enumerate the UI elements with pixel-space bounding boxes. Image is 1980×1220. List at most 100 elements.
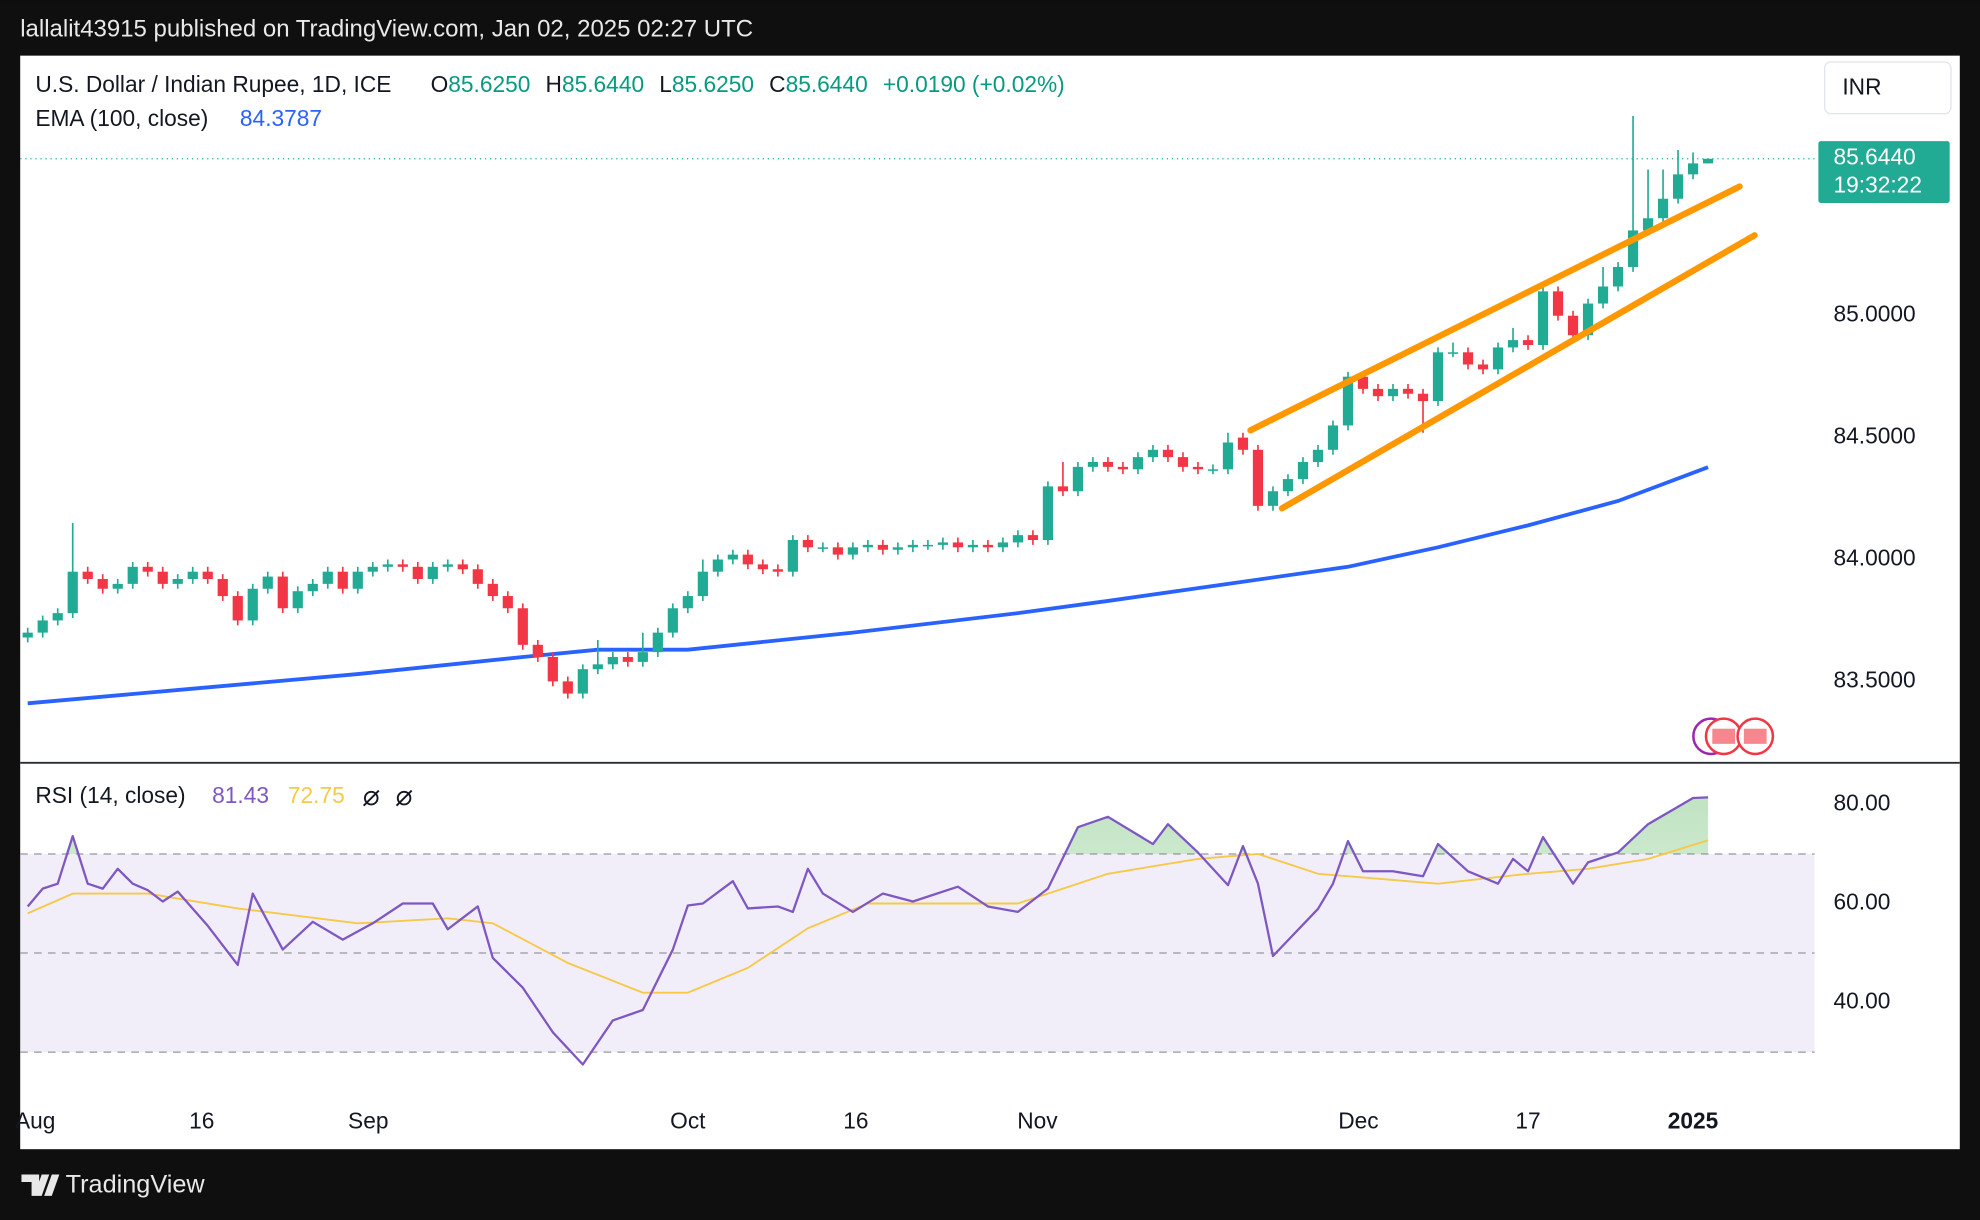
candle-body (1627, 230, 1639, 267)
candle-body (307, 583, 318, 592)
candle-body (1372, 388, 1384, 397)
candle-body (337, 571, 348, 589)
candle-body (817, 547, 828, 549)
candle-body (292, 591, 303, 609)
candle-body (877, 544, 888, 550)
candle-body (622, 657, 633, 662)
ohlc-value: 85.6250 (448, 71, 530, 97)
candle-body (1597, 286, 1609, 304)
candle-body (1432, 352, 1444, 402)
candle-body (1537, 291, 1549, 345)
candle-body (1132, 457, 1144, 470)
ohlc-key: L (659, 71, 672, 97)
candle-body (1687, 163, 1699, 175)
candle-body (1582, 303, 1594, 336)
candle-body (1552, 291, 1564, 316)
candle-body (1612, 266, 1624, 287)
candle-body (1342, 376, 1354, 426)
candle-body (22, 632, 33, 638)
rsi-value: 81.43 (212, 782, 269, 808)
candle-body (697, 571, 708, 597)
candle-body (502, 596, 513, 609)
candle-body (67, 571, 78, 614)
y-tick-label: 83.5000 (1834, 666, 1916, 692)
candle-body (1657, 198, 1669, 219)
candle-body (97, 578, 108, 589)
x-tick-label: Nov (1017, 1108, 1058, 1134)
candle-body (1567, 315, 1579, 336)
candle-body (352, 571, 363, 589)
ohlc-value: 85.6440 (786, 71, 868, 97)
candle-body (247, 588, 258, 621)
candle-body (727, 554, 738, 560)
candle-body (1702, 158, 1714, 164)
candle-body (187, 571, 198, 579)
candle-body (1012, 535, 1024, 543)
candle-body (1672, 174, 1684, 199)
currency-label[interactable]: INR (1842, 73, 1881, 99)
candle-body (937, 542, 948, 545)
rsi-line (26, 796, 1709, 1066)
candle-body (1162, 449, 1174, 458)
candle-body (1072, 466, 1084, 492)
candle-body (772, 569, 783, 572)
candle-body (1297, 461, 1309, 480)
candle-body (1237, 437, 1249, 450)
countdown-label: 19:32:22 (1834, 172, 1922, 198)
candle-body (1267, 491, 1279, 506)
logo-text: TradingView (66, 1170, 206, 1198)
candle-body (82, 571, 93, 579)
candle-body (952, 542, 964, 548)
candle-body (1477, 364, 1489, 370)
candle-body (862, 544, 873, 548)
candle-body (52, 613, 63, 621)
rsi-legend: RSI (14, close) 81.43 72.75 (35, 782, 413, 808)
axes: 83.5000 84.0000 84.5000 85.0000 85.644019:32… (15, 141, 1950, 1134)
x-tick-label: 2025 (1668, 1108, 1719, 1134)
candle-body (487, 583, 498, 597)
candle-body (1522, 340, 1534, 345)
rsi-tick-label: 80.00 (1834, 789, 1891, 815)
candle-body (322, 571, 333, 584)
candle-body (532, 644, 543, 658)
x-tick-label: Dec (1338, 1108, 1378, 1134)
candle-body (1117, 466, 1129, 470)
candle-body (1507, 340, 1519, 348)
y-tick-label: 84.0000 (1834, 544, 1916, 570)
channel-line (1247, 183, 1743, 434)
candle-body (1087, 461, 1099, 467)
currency-button[interactable] (1824, 61, 1952, 115)
na-icon (363, 790, 379, 806)
candle-body (1102, 461, 1114, 467)
publisher-line: lallalit43915 published on TradingView.c… (20, 16, 753, 43)
candle-body (1417, 393, 1429, 402)
x-tick-label: Aug (15, 1108, 55, 1134)
candle-body (427, 566, 438, 579)
candle-body (757, 564, 768, 570)
x-tick-label: Oct (670, 1108, 706, 1134)
event-icons (1692, 717, 1775, 756)
flag-icon (1743, 728, 1767, 744)
candle-body (1042, 486, 1054, 540)
rsi-title: RSI (14, close) (35, 782, 185, 808)
candle-body (1027, 535, 1039, 540)
rsi-ma-value: 72.75 (288, 782, 345, 808)
candle-body (1402, 388, 1414, 394)
y-tick-label: 85.0000 (1834, 301, 1916, 327)
tradingview-logo: TradingView (21, 1170, 205, 1198)
overbought-fill (27, 797, 1709, 854)
x-tick-label: 16 (189, 1108, 214, 1134)
candle-body (1207, 469, 1219, 471)
candle-body (892, 547, 903, 550)
na-icon-slash (363, 789, 380, 807)
candle-body (232, 596, 243, 621)
ohlc-values: O85.6250 H85.6440 L85.6250 C85.6440 +0.0190 … (431, 71, 1065, 97)
candle-body (1177, 457, 1189, 467)
candle-body (907, 544, 918, 548)
candle-body (682, 596, 693, 609)
ema-value: 84.3787 (240, 105, 322, 131)
channel-line (1278, 232, 1758, 512)
candle-body (397, 564, 408, 567)
candle-body (367, 566, 378, 572)
